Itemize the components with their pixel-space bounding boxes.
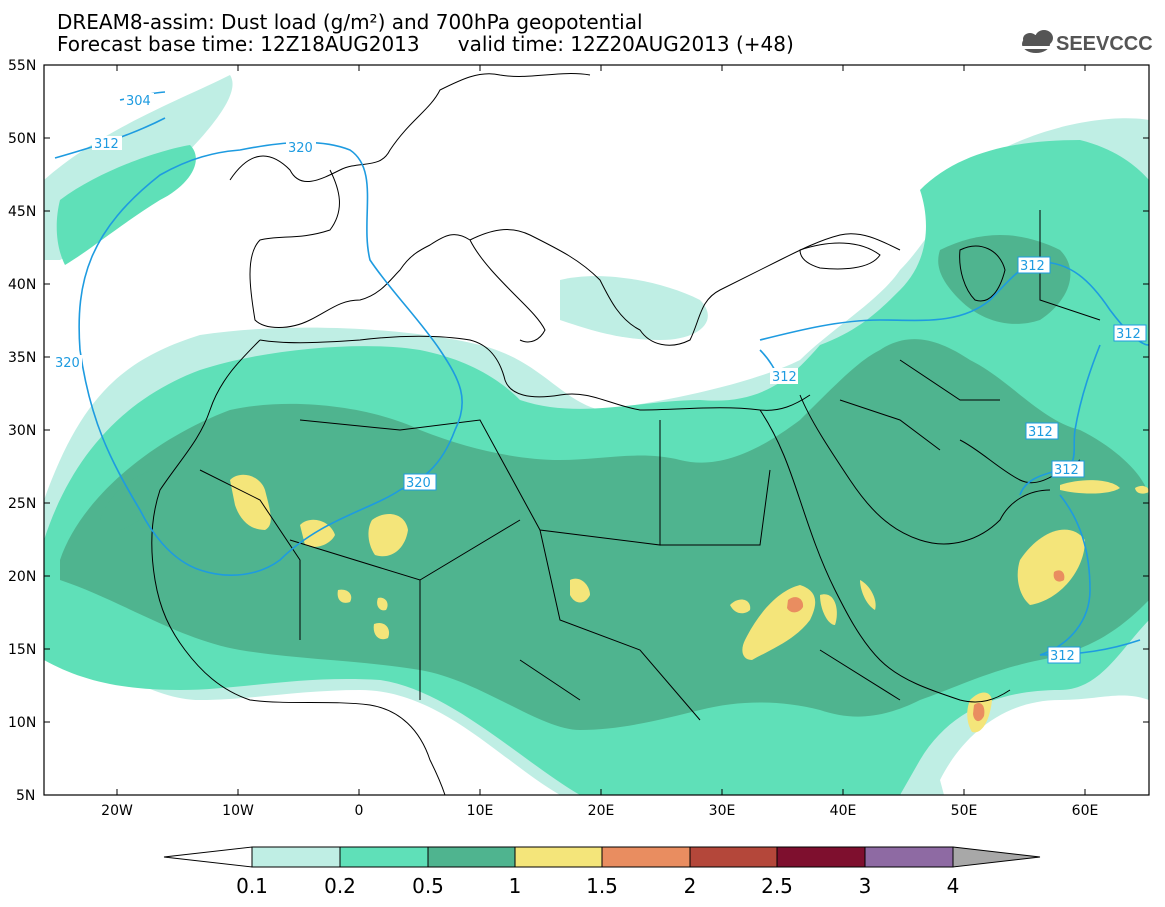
colorbar-label: 3 — [859, 874, 872, 898]
contour-label: 312 — [1050, 649, 1075, 664]
colorbar-box — [427, 846, 516, 868]
colorbar-label: 1 — [509, 874, 522, 898]
title-line-1: DREAM8-assim: Dust load (g/m²) and 700hP… — [57, 10, 643, 34]
colorbar-under-triangle — [163, 846, 253, 868]
colorbar-box — [514, 846, 603, 868]
latitude-axis: 55N 50N 45N 40N 35N 30N 25N 20N 15N 10N … — [8, 58, 1149, 804]
lat-label: 15N — [8, 642, 36, 658]
lat-label: 30N — [8, 423, 36, 439]
lon-label: 10E — [467, 803, 494, 819]
colorbar-label: 4 — [947, 874, 960, 898]
colorbar-box — [601, 846, 691, 868]
contour-label: 312 — [1028, 425, 1053, 440]
lat-label: 55N — [8, 58, 36, 74]
lon-label: 60E — [1072, 803, 1099, 819]
lon-label: 50E — [951, 803, 978, 819]
logo-text: SEEVCCC — [1056, 33, 1153, 55]
longitude-axis: 20W 10W 0 10E 20E 30E 40E 50E 60E — [101, 65, 1098, 819]
dust-layer-1-5 — [787, 570, 1065, 722]
lon-label: 30E — [709, 803, 736, 819]
contour-label: 320 — [406, 476, 431, 491]
lon-label: 10W — [222, 803, 254, 819]
contour-label: 312 — [94, 137, 119, 152]
colorbar-box — [776, 846, 866, 868]
seevccc-logo: SEEVCCC — [1022, 30, 1153, 55]
colorbar-over-triangle — [952, 846, 1041, 868]
colorbar-label: 0.2 — [324, 874, 356, 898]
lon-label: 20W — [101, 803, 133, 819]
colorbar-label: 2 — [684, 874, 697, 898]
contour-label: 312 — [1116, 327, 1141, 342]
colorbar-box — [864, 846, 954, 868]
lat-label: 40N — [8, 277, 36, 293]
contour-label: 304 — [126, 94, 151, 109]
contour-label-320-left: 320 — [55, 356, 80, 371]
colorbar: 0.1 0.2 0.5 1 1.5 2 2.5 3 4 — [163, 846, 1041, 898]
contour-label: 312 — [772, 370, 797, 385]
lat-label: 50N — [8, 131, 36, 147]
cloud-icon — [1022, 30, 1053, 53]
lat-label: 5N — [16, 788, 35, 804]
lat-label: 10N — [8, 715, 36, 731]
contour-label: 312 — [1020, 259, 1045, 274]
lon-label: 20E — [588, 803, 615, 819]
lat-label: 35N — [8, 350, 36, 366]
contour-labels: 304 312 320 312 312 312 312 312 320 312 — [92, 93, 1147, 664]
colorbar-label: 1.5 — [586, 874, 618, 898]
lat-label: 25N — [8, 496, 36, 512]
lat-label: 20N — [8, 569, 36, 585]
lon-label: 40E — [830, 803, 857, 819]
contour-label: 312 — [1054, 463, 1079, 478]
lat-label: 45N — [8, 204, 36, 220]
coastlines — [151, 73, 1101, 795]
colorbar-box — [689, 846, 778, 868]
colorbar-box — [251, 846, 341, 868]
lon-label: 0 — [355, 803, 364, 819]
colorbar-box — [339, 846, 429, 868]
contour-label: 320 — [288, 141, 313, 156]
dust-layer-1 — [230, 474, 1149, 733]
colorbar-label: 2.5 — [761, 874, 793, 898]
colorbar-label: 0.5 — [412, 874, 444, 898]
colorbar-label: 0.1 — [236, 874, 268, 898]
title-line-2: Forecast base time: 12Z18AUG2013 valid t… — [57, 32, 794, 56]
